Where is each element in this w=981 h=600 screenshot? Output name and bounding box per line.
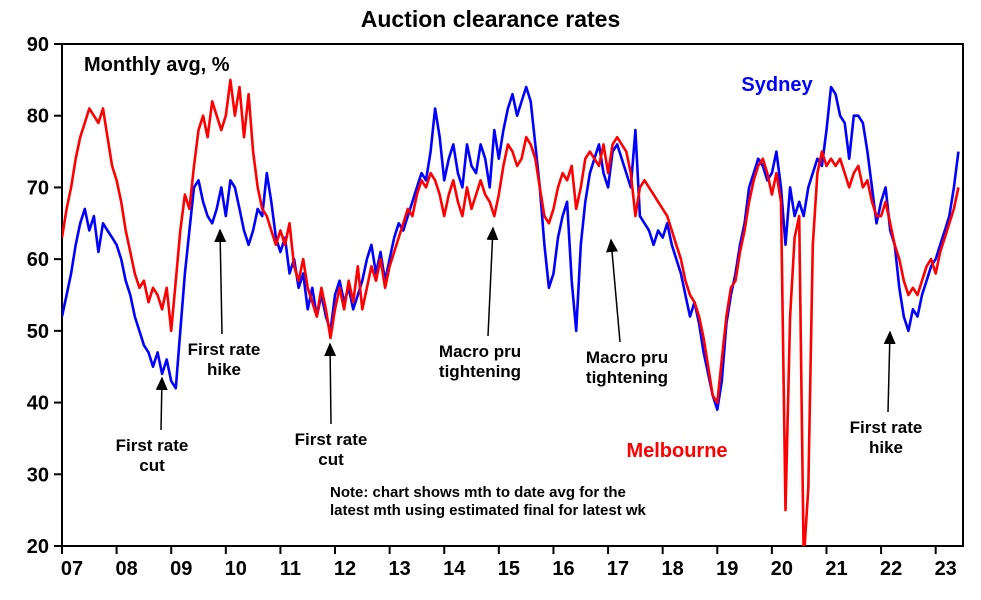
y-axis-label: 70: [27, 177, 49, 199]
series-line-sydney: [62, 85, 960, 412]
y-axis-label: 50: [27, 321, 49, 343]
first-rate-cut-2008-label-line: First rate: [115, 436, 189, 455]
plot-border: [61, 43, 964, 547]
first-rate-hike-2022-label-arrow: [883, 330, 896, 413]
first-rate-hike-2009-label-line: hike: [206, 360, 242, 380]
chart-note: Note: chart shows mth to date avg for th…: [330, 484, 646, 519]
series-line-melbourne: [62, 78, 960, 546]
first-rate-hike-2022-label-line: First rate: [849, 418, 923, 437]
macro-pru-2014-label-arrow: [486, 226, 499, 337]
x-axis-label: 16: [552, 558, 574, 580]
first-rate-cut-2011-label-arrow: [324, 342, 337, 425]
x-axis-label: 09: [170, 558, 192, 580]
macro-pru-2017-label-arrow: [606, 238, 621, 343]
macro-pru-2017-label: Macro pru tightening: [586, 348, 668, 388]
first-rate-cut-2011-label: First rate cut: [295, 430, 368, 470]
melbourne-label-line: Melbourne: [626, 440, 728, 462]
x-axis-label: 15: [498, 558, 520, 580]
first-rate-cut-2008-label-arrow: [155, 376, 168, 431]
macro-pru-2017-label-line: Macro pru: [585, 348, 669, 367]
first-rate-cut-2008-label-line: cut: [139, 456, 165, 476]
first-rate-cut-2008-label: First rate cut: [116, 436, 189, 476]
x-axis-label: 17: [607, 558, 629, 580]
first-rate-hike-2022-label: First rate hike: [850, 418, 923, 458]
first-rate-hike-2009-label-line: First rate: [187, 340, 261, 359]
y-axis-label: 60: [27, 249, 49, 271]
chart-note-line: latest mth using estimated final for lat…: [330, 501, 646, 519]
first-rate-cut-2011-label-line: First rate: [294, 430, 368, 449]
chart-title: Auction clearance rates: [360, 6, 621, 32]
chart-note-line: Note: chart shows mth to date avg for th…: [330, 484, 626, 501]
x-axis-label: 20: [771, 558, 793, 580]
x-axis-label: 21: [825, 558, 847, 580]
x-axis-label: 18: [662, 558, 684, 580]
y-axis-label: 20: [27, 536, 49, 558]
chart-subtitle: Monthly avg, %: [84, 54, 230, 76]
sydney-label: Sydney: [741, 74, 812, 98]
macro-pru-2014-label-line: tightening: [438, 362, 522, 382]
y-axis-label: 30: [27, 464, 49, 486]
first-rate-hike-2009-label-arrow: [214, 228, 227, 335]
x-axis-label: 23: [935, 558, 957, 580]
x-axis-label: 22: [880, 558, 902, 580]
x-axis-label: 08: [115, 558, 137, 580]
x-axis-label: 07: [61, 558, 83, 580]
x-axis-label: 13: [389, 558, 411, 580]
melbourne-label: Melbourne: [626, 440, 727, 464]
x-axis-label: 12: [334, 558, 356, 580]
sydney-label-line: Sydney: [741, 74, 813, 96]
x-axis-label: 11: [280, 558, 301, 580]
y-axis-label: 80: [27, 106, 49, 128]
macro-pru-2014-label-line: Macro pru: [438, 342, 522, 361]
x-axis-label: 14: [443, 558, 466, 580]
first-rate-hike-2009-label: First rate hike: [188, 340, 261, 380]
y-axis-label: 40: [27, 393, 49, 415]
macro-pru-2014-label: Macro pru tightening: [439, 342, 521, 382]
macro-pru-2017-label-line: tightening: [585, 368, 669, 388]
first-rate-cut-2011-label-line: cut: [318, 450, 344, 470]
x-axis-label: 19: [716, 558, 738, 580]
y-axis-label: 90: [27, 34, 49, 56]
first-rate-hike-2022-label-line: hike: [868, 438, 904, 458]
x-axis-label: 10: [225, 558, 247, 580]
